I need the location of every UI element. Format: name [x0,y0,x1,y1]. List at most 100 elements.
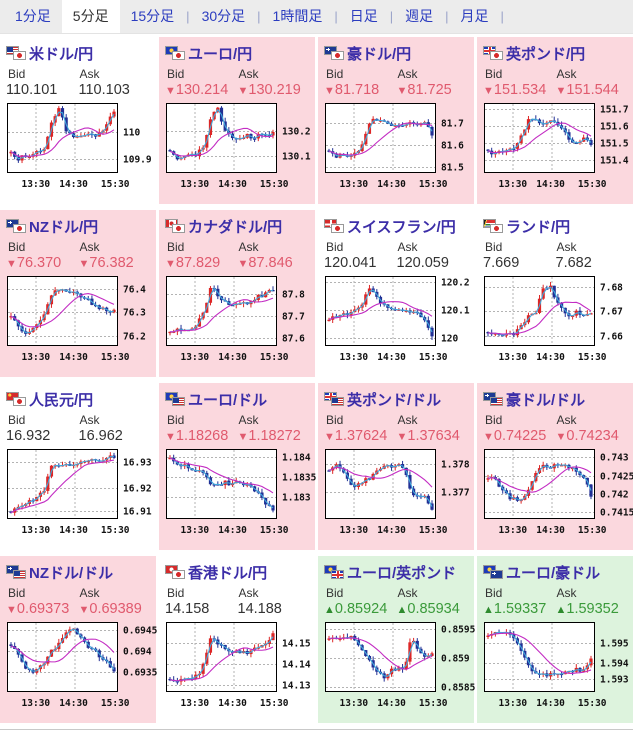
svg-text:16.93: 16.93 [123,458,152,469]
pair-name[interactable]: ランド/円 [506,218,571,236]
flag-au-icon [490,569,503,579]
pair-name[interactable]: ユーロ/豪ドル [506,564,601,582]
pair-card[interactable]: 香港ドル/円 Bid Ask 14.158 14.188 14.15 14.14 14.13 1… [159,556,315,723]
pair-flags-icon [165,218,186,234]
ask-value: 120.059 [397,255,470,271]
bid-label: Bid [326,413,344,427]
ask-label: Ask [556,586,577,600]
svg-text:151.4: 151.4 [600,156,629,167]
ask-label: Ask [397,240,418,254]
svg-text:1.378: 1.378 [441,460,470,471]
chart-container: 0.743 0.7425 0.742 0.7415 13:30 14:30 15:30 [484,449,633,541]
pair-name[interactable]: 英ポンド/ドル [347,391,442,409]
pair-card[interactable]: 豪ドル/円 Bid Ask ▼ 81.718 ▼ 81.725 81.7 81.6 81.5 13:… [318,37,474,204]
pair-name[interactable]: NZドル/円 [29,218,99,236]
svg-text:15:30: 15:30 [101,525,130,536]
svg-text:151.7: 151.7 [600,105,629,116]
down-triangle-icon: ▼ [6,604,17,616]
pair-card[interactable]: NZドル/ドル Bid Ask ▼ 0.69373 ▼ 0.69389 0.6945 0.694… [0,556,158,723]
svg-text:13:30: 13:30 [340,525,369,536]
tab-timeframe-5[interactable]: 1時間足 [272,8,323,24]
tab-timeframe-7[interactable]: 週足 [405,8,434,24]
ask-value: 110.103 [79,82,152,98]
pair-flags-icon [483,391,504,407]
pair-card[interactable]: NZドル/円 Bid Ask ▼ 76.370 ▼ 76.382 76.4 76.3 76.2 13… [0,210,156,377]
pair-name[interactable]: 英ポンド/円 [506,45,586,63]
flag-hk-icon [165,564,178,574]
pair-card[interactable]: 豪ドル/ドル Bid Ask ▼ 0.74225 ▼ 0.74234 0.743 0.7425 0… [477,383,633,550]
tab-separator: | [445,9,449,24]
pair-name[interactable]: スイスフラン/円 [347,218,456,236]
ask-value: ▼ 87.846 [238,255,311,271]
svg-text:7.66: 7.66 [600,332,623,343]
pair-flags-icon [324,564,345,580]
pair-card[interactable]: ユーロ/ドル Bid Ask ▼ 1.18268 ▼ 1.18272 1.184 1.1835 1… [159,383,317,550]
svg-text:13:30: 13:30 [499,525,528,536]
svg-text:13:30: 13:30 [340,179,369,190]
flag-jp-icon [13,396,26,406]
flag-us-icon [490,396,503,406]
candlestick-chart: 1.378 1.377 13:30 14:30 15:30 [325,449,470,536]
tab-timeframe-2[interactable]: 5分足 [61,0,120,33]
tab-timeframe-6[interactable]: 日足 [349,8,378,24]
bid-label: Bid [167,586,185,600]
svg-text:13:30: 13:30 [22,698,51,709]
pair-card[interactable]: ユーロ/豪ドル Bid Ask ▲ 1.59337 ▲ 1.59352 1.595 1.594 1… [477,556,633,723]
tab-separator: | [389,9,394,24]
pair-card[interactable]: スイスフラン/円 Bid Ask 120.041 120.059 120.2 120.1 12… [318,210,474,377]
bid-value-text: 110.101 [6,82,58,98]
pair-card[interactable]: ユーロ/円 Bid Ask ▼ 130.214 ▼ 130.219 130.2 130.1 13:… [159,37,315,204]
svg-text:0.859: 0.859 [441,654,470,665]
pair-name[interactable]: ユーロ/英ポンド [347,564,457,582]
pair-name[interactable]: NZドル/ドル [29,564,114,582]
pair-name[interactable]: 豪ドル/ドル [506,391,586,409]
tab-timeframe-3[interactable]: 15分足 [130,8,175,24]
svg-text:109.9: 109.9 [123,155,152,166]
pair-card[interactable]: カナダドル/円 Bid Ask ▼ 87.829 ▼ 87.846 87.8 87.7 87.6 1… [159,210,315,377]
svg-text:0.8595: 0.8595 [441,625,476,636]
pair-card[interactable]: ランド/円 Bid Ask 7.669 7.682 7.68 7.67 7.66 13:30 14… [477,210,633,377]
pair-name[interactable]: カナダドル/円 [188,218,283,236]
svg-text:13:30: 13:30 [181,698,210,709]
ask-value: ▼ 76.382 [79,255,152,271]
bid-label: Bid [485,67,503,81]
pair-name[interactable]: 豪ドル/円 [347,45,412,63]
pair-name[interactable]: 香港ドル/円 [188,564,268,582]
pair-card[interactable]: 英ポンド/ドル Bid Ask ▼ 1.37624 ▼ 1.37634 1.378 1.377 1… [318,383,474,550]
bid-label: Bid [167,413,185,427]
bid-value: ▼ 1.37624 [324,428,397,444]
svg-text:1.593: 1.593 [600,675,629,686]
pair-flags-icon [6,564,27,580]
flag-jp-icon [13,223,26,233]
down-triangle-icon: ▼ [396,85,408,97]
chart-container: 1.595 1.594 1.593 13:30 14:30 15:30 [484,622,629,714]
pair-card[interactable]: ユーロ/英ポンド Bid Ask ▲ 0.85924 ▲ 0.85934 0.8595 0.85… [318,556,476,723]
ask-value-text: 0.85934 [407,601,460,617]
svg-text:15:30: 15:30 [419,352,448,363]
ask-value-text: 87.846 [248,255,293,271]
svg-text:14.13: 14.13 [282,681,311,692]
pair-card[interactable]: 英ポンド/円 Bid Ask ▼ 151.534 ▼ 151.544 151.7 151.6 15… [477,37,633,204]
pair-name[interactable]: 人民元/円 [29,391,94,409]
bid-value-text: 1.37624 [334,428,388,444]
tab-timeframe-1[interactable]: 1分足 [15,8,51,24]
candlestick-chart: 14.15 14.14 14.13 13:30 14:30 15:30 [166,622,311,709]
pair-card[interactable]: 米ドル/円 Bid Ask 110.101 110.103 110 109.9 13:30 14… [0,37,156,204]
ask-label: Ask [238,413,259,427]
flag-us-icon [13,569,26,579]
ask-label: Ask [238,240,259,254]
chart-container: 1.184 1.1835 1.183 13:30 14:30 15:30 [166,449,317,541]
tab-timeframe-8[interactable]: 月足 [460,8,489,24]
flag-jp-icon [490,50,503,60]
ask-value: ▼ 0.69389 [79,601,152,617]
bid-label: Bid [167,240,185,254]
pair-name[interactable]: ユーロ/円 [188,45,253,63]
ask-value: ▼ 0.74234 [556,428,629,444]
bottom-divider [0,729,633,730]
pair-name[interactable]: 米ドル/円 [29,45,94,63]
bid-value-text: 14.158 [165,601,210,617]
down-triangle-icon: ▼ [483,85,494,97]
pair-card[interactable]: 人民元/円 Bid Ask 16.932 16.962 16.93 16.92 16.91 13… [0,383,156,550]
tab-timeframe-4[interactable]: 30分足 [201,8,246,24]
pair-name[interactable]: ユーロ/ドル [188,391,268,409]
